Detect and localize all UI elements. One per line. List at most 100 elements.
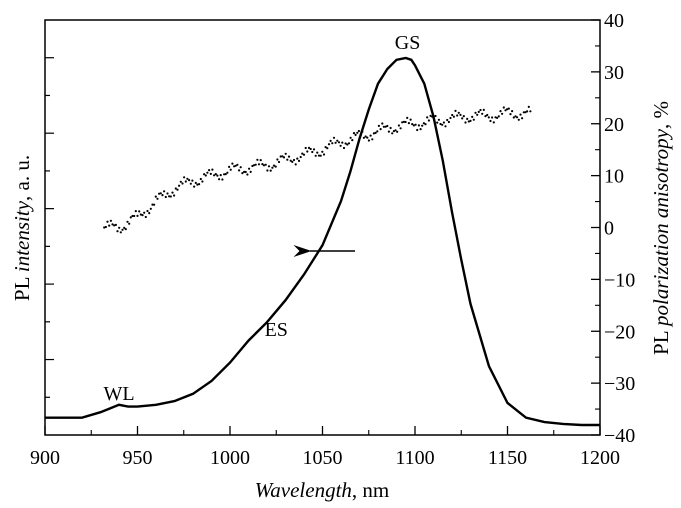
- anisotropy-point: [384, 125, 387, 128]
- x-axis-label: Wavelength, nm: [255, 478, 390, 502]
- x-axis-label-unit: , nm: [352, 478, 389, 502]
- anisotropy-point: [376, 130, 379, 133]
- anisotropy-point: [304, 146, 307, 150]
- anisotropy-point: [526, 110, 529, 113]
- anisotropy-point: [431, 115, 434, 118]
- x-axis-label-italic: Wavelength: [255, 478, 352, 502]
- anisotropy-point: [194, 181, 197, 184]
- anisotropy-point: [201, 180, 204, 183]
- anisotropy-point: [337, 141, 341, 144]
- anisotropy-point: [469, 119, 472, 122]
- anisotropy-point: [456, 114, 459, 117]
- anisotropy-point: [153, 203, 156, 206]
- anisotropy-point: [219, 174, 222, 177]
- anisotropy-point: [362, 136, 365, 139]
- y-right-tick-label: 10: [604, 166, 624, 188]
- anisotropy-point: [367, 139, 370, 142]
- annotations: GS ES WL: [103, 32, 420, 405]
- anisotropy-point: [262, 164, 266, 167]
- anisotropy-point: [228, 165, 231, 168]
- y-right-axis-label: PL polarization anisotropy, %: [649, 101, 673, 355]
- anisotropy-point: [286, 158, 289, 161]
- anisotropy-point: [437, 118, 440, 121]
- anisotropy-point: [502, 106, 505, 109]
- anisotropy-point: [374, 131, 377, 134]
- anisotropy-point: [259, 159, 262, 162]
- annotation-wl: WL: [103, 383, 134, 405]
- anisotropy-point: [346, 143, 349, 146]
- anisotropy-point: [139, 213, 142, 216]
- anisotropy-point: [366, 136, 369, 139]
- x-tick-label: 1150: [488, 447, 527, 469]
- y-right-tick-label: −10: [604, 269, 635, 291]
- anisotropy-point: [128, 222, 131, 225]
- anisotropy-point: [199, 177, 202, 181]
- anisotropy-point: [276, 158, 279, 161]
- ticks: [44, 19, 601, 436]
- anisotropy-point: [184, 180, 187, 183]
- anisotropy-point: [243, 170, 246, 173]
- anisotropy-point: [506, 108, 509, 111]
- anisotropy-point: [302, 153, 306, 156]
- anisotropy-point: [204, 174, 207, 177]
- anisotropy-point: [344, 142, 347, 145]
- anisotropy-point: [191, 179, 194, 182]
- anisotropy-point: [327, 143, 331, 146]
- anisotropy-point: [409, 118, 412, 121]
- anisotropy-point: [442, 121, 445, 124]
- y-left-axis-label: PL intensity, a. u.: [10, 155, 34, 301]
- anisotropy-point: [214, 173, 217, 176]
- anisotropy-point: [109, 219, 112, 222]
- anisotropy-point: [334, 141, 337, 144]
- anisotropy-point: [156, 197, 159, 200]
- anisotropy-point: [441, 123, 444, 126]
- anisotropy-point: [404, 120, 407, 124]
- anisotropy-point: [392, 130, 395, 133]
- anisotropy-point: [159, 192, 162, 195]
- y-left-label-plain: PL: [10, 272, 34, 301]
- anisotropy-point: [396, 130, 399, 133]
- anisotropy-point: [223, 173, 226, 176]
- anisotropy-point: [371, 138, 374, 141]
- anisotropy-point: [266, 169, 269, 172]
- anisotropy-point: [377, 124, 380, 127]
- anisotropy-point: [229, 168, 232, 171]
- anisotropy-point: [106, 220, 109, 223]
- x-tick-label: 1100: [395, 447, 434, 469]
- anisotropy-point: [261, 163, 264, 166]
- anisotropy-point: [349, 136, 352, 139]
- anisotropy-point: [446, 118, 449, 122]
- anisotropy-point: [331, 142, 334, 145]
- anisotropy-point: [234, 164, 237, 167]
- anisotropy-point: [461, 117, 464, 120]
- anisotropy-point: [103, 226, 106, 229]
- anisotropy-point: [497, 115, 500, 118]
- anisotropy-point: [269, 169, 272, 172]
- anisotropy-point: [402, 120, 405, 123]
- anisotropy-point: [329, 139, 332, 142]
- anisotropy-point: [292, 158, 296, 162]
- anisotropy-point: [434, 114, 437, 118]
- anisotropy-point: [351, 139, 354, 142]
- anisotropy-point: [364, 135, 367, 138]
- anisotropy-point: [516, 116, 519, 119]
- anisotropy-point: [203, 173, 206, 176]
- anisotropy-point: [354, 133, 357, 136]
- anisotropy-point: [477, 110, 480, 113]
- x-tick-label: 1200: [580, 447, 620, 469]
- anisotropy-point: [514, 115, 517, 118]
- anisotropy-point: [226, 171, 229, 174]
- anisotropy-point: [457, 111, 460, 114]
- anisotropy-point: [151, 203, 154, 206]
- anisotropy-point: [436, 121, 439, 124]
- anisotropy-point: [248, 167, 251, 170]
- anisotropy-point: [486, 113, 489, 117]
- anisotropy-point: [491, 116, 494, 119]
- x-tick-label: 1050: [303, 447, 343, 469]
- anisotropy-point: [111, 223, 114, 226]
- anisotropy-point: [432, 117, 435, 120]
- anisotropy-point: [397, 124, 400, 127]
- anisotropy-point: [347, 142, 351, 145]
- anisotropy-point: [509, 113, 512, 116]
- anisotropy-point: [256, 158, 259, 161]
